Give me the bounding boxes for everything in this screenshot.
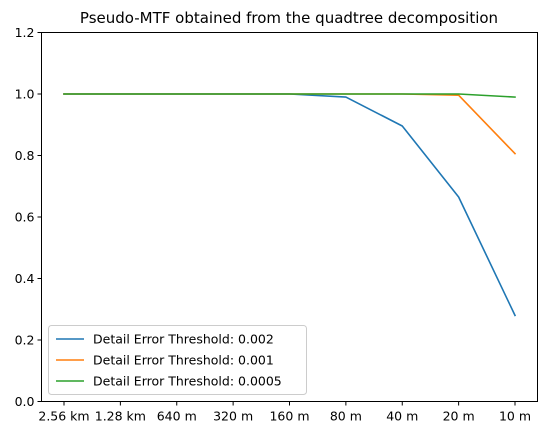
x-tick-label: 20 m bbox=[443, 409, 475, 424]
y-tick-label: 0.0 bbox=[15, 394, 35, 409]
y-tick-label: 0.8 bbox=[15, 148, 35, 163]
y-tick-label: 0.6 bbox=[15, 210, 35, 225]
series-line-1 bbox=[63, 93, 517, 317]
series-lines bbox=[63, 93, 517, 317]
chart-title: Pseudo-MTF obtained from the quadtree de… bbox=[80, 9, 498, 27]
y-tick-label: 0.2 bbox=[15, 333, 35, 348]
y-tick-label: 1.2 bbox=[15, 25, 35, 40]
legend-entry: Detail Error Threshold: 0.002 bbox=[93, 332, 274, 347]
x-tick-label: 80 m bbox=[330, 409, 362, 424]
y-tick-label: 0.4 bbox=[15, 271, 35, 286]
y-tick-label: 1.0 bbox=[15, 87, 35, 102]
series-line-3 bbox=[63, 93, 516, 98]
legend-box bbox=[48, 325, 307, 395]
x-tick-label: 10 m bbox=[499, 409, 531, 424]
legend-entry: Detail Error Threshold: 0.0005 bbox=[93, 374, 282, 389]
series-line-2 bbox=[63, 93, 517, 155]
x-tick-label: 320 m bbox=[213, 409, 253, 424]
x-axis: 2.56 km 1.28 km 640 m 320 m 160 m 80 m 40 m 20 … bbox=[38, 401, 531, 424]
x-tick-label: 640 m bbox=[157, 409, 197, 424]
x-tick-label: 2.56 km bbox=[38, 409, 89, 424]
y-axis: 0.0 0.2 0.4 0.6 0.8 1.0 1.2 bbox=[15, 25, 42, 409]
x-tick-label: 1.28 km bbox=[95, 409, 146, 424]
legend: Detail Error Threshold: 0.002 Detail Erro… bbox=[48, 325, 307, 395]
x-tick-label: 160 m bbox=[269, 409, 309, 424]
x-tick-label: 40 m bbox=[386, 409, 418, 424]
legend-entry: Detail Error Threshold: 0.001 bbox=[93, 353, 274, 368]
